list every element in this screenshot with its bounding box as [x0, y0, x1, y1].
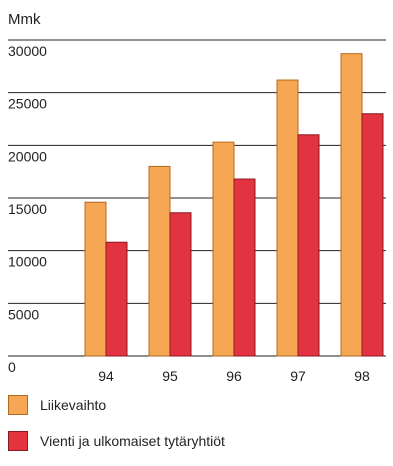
y-tick-label: 10000: [8, 254, 47, 270]
legend-swatch-vienti: [8, 431, 28, 451]
x-tick-label: 96: [226, 368, 242, 384]
x-tick-label: 94: [98, 368, 114, 384]
bar-liikevaihto-94: [84, 201, 107, 357]
y-unit-label: Mmk: [8, 11, 41, 28]
gridlines: [8, 39, 386, 357]
bar-liikevaihto-96: [212, 141, 235, 357]
legend-item-vienti: Vienti ja ulkomaiset tytäryhtiöt: [8, 430, 225, 452]
bar-vienti-98: [361, 113, 384, 357]
bar-vienti-97: [297, 134, 320, 357]
x-tick-labels: 94 95 96 97 98: [98, 368, 370, 384]
bar-vienti-95: [169, 212, 192, 357]
legend-swatch-liikevaihto: [8, 395, 28, 415]
y-tick-labels: 0 5000 10000 15000 20000 25000 30000: [8, 43, 47, 375]
y-tick-label: 5000: [8, 306, 39, 322]
y-tick-label: 15000: [8, 201, 47, 217]
x-tick-label: 98: [354, 368, 370, 384]
legend-label-vienti: Vienti ja ulkomaiset tytäryhtiöt: [40, 433, 225, 449]
y-tick-label: 25000: [8, 96, 47, 112]
bar-liikevaihto-98: [340, 53, 363, 357]
legend-item-liikevaihto: Liikevaihto: [8, 394, 225, 416]
y-tick-label: 20000: [8, 148, 47, 164]
x-tick-label: 95: [162, 368, 178, 384]
legend: Liikevaihto Vienti ja ulkomaiset tytäryh…: [8, 394, 225, 466]
bar-vienti-94: [105, 241, 128, 357]
x-tick-label: 97: [290, 368, 306, 384]
legend-label-liikevaihto: Liikevaihto: [40, 397, 107, 413]
y-tick-label: 30000: [8, 43, 47, 59]
bars: [84, 53, 384, 357]
bar-vienti-96: [233, 178, 256, 357]
bar-liikevaihto-95: [148, 165, 171, 357]
y-tick-label: 0: [8, 359, 16, 375]
bar-liikevaihto-97: [276, 79, 299, 357]
